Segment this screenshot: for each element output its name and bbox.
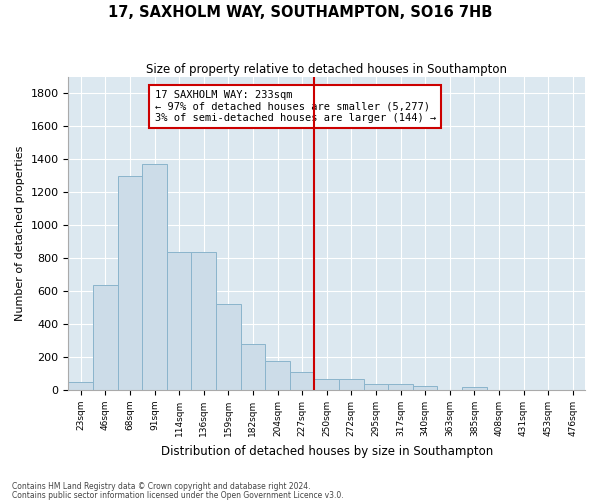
Text: 17, SAXHOLM WAY, SOUTHAMPTON, SO16 7HB: 17, SAXHOLM WAY, SOUTHAMPTON, SO16 7HB [108, 5, 492, 20]
Bar [290, 372, 314, 390]
Y-axis label: Number of detached properties: Number of detached properties [15, 146, 25, 321]
Bar [142, 164, 167, 390]
Title: Size of property relative to detached houses in Southampton: Size of property relative to detached ho… [146, 62, 507, 76]
Text: 17 SAXHOLM WAY: 233sqm
← 97% of detached houses are smaller (5,277)
3% of semi-d: 17 SAXHOLM WAY: 233sqm ← 97% of detached… [155, 90, 436, 123]
Bar [462, 387, 487, 390]
Bar [339, 380, 364, 390]
Bar [216, 304, 241, 390]
Bar [265, 361, 290, 390]
Bar [314, 380, 339, 390]
Text: Contains HM Land Registry data © Crown copyright and database right 2024.: Contains HM Land Registry data © Crown c… [12, 482, 311, 491]
Bar [68, 382, 93, 390]
Bar [118, 176, 142, 390]
Bar [364, 384, 388, 390]
Bar [413, 386, 437, 390]
Text: Contains public sector information licensed under the Open Government Licence v3: Contains public sector information licen… [12, 490, 344, 500]
Bar [93, 284, 118, 390]
Bar [241, 344, 265, 390]
Bar [388, 384, 413, 390]
Bar [191, 252, 216, 390]
Bar [167, 252, 191, 390]
X-axis label: Distribution of detached houses by size in Southampton: Distribution of detached houses by size … [161, 444, 493, 458]
